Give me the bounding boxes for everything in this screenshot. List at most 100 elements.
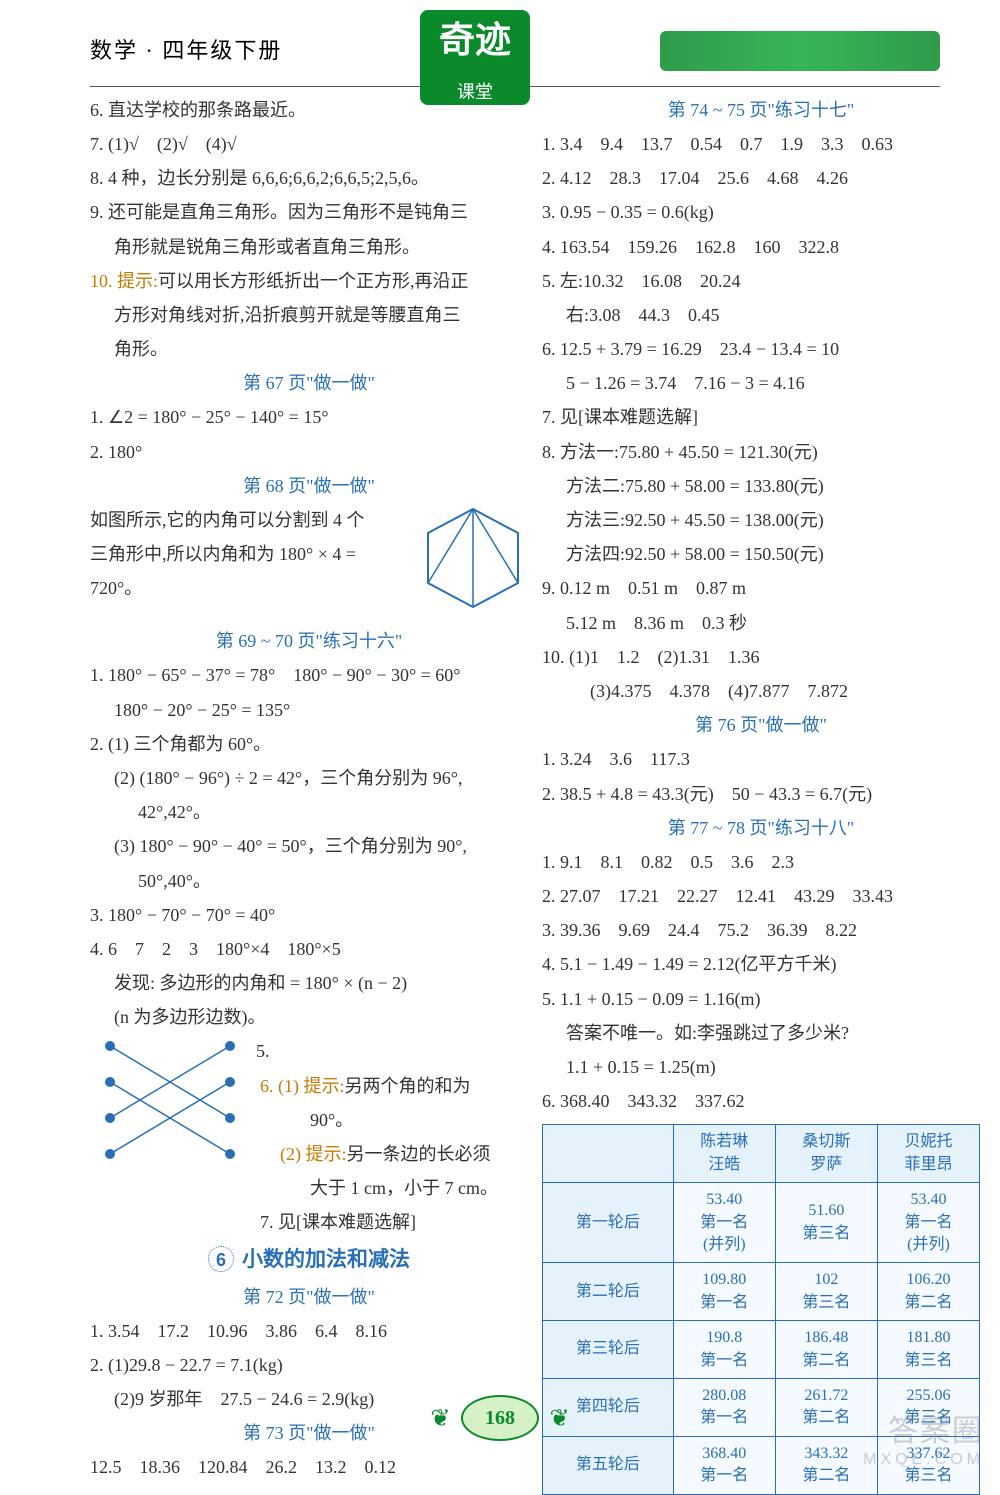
row-header-cell: 第五轮后 bbox=[543, 1436, 674, 1494]
table-row: 第一轮后53.40第一名(并列)51.60第三名53.40第一名(并列) bbox=[543, 1183, 980, 1263]
table-cell: 51.60第三名 bbox=[775, 1183, 877, 1263]
table-cell: 368.40第一名 bbox=[673, 1436, 775, 1494]
line: 7. 见[课本难题选解] bbox=[542, 400, 980, 434]
logo-badge: 奇迹 课堂 bbox=[420, 10, 530, 105]
line: 8. 方法一:75.80 + 45.50 = 121.30(元) bbox=[542, 435, 980, 469]
flourish-icon: ❦ bbox=[550, 1406, 570, 1432]
line: 2. (1) 三个角都为 60°。 bbox=[90, 727, 528, 761]
text: 另一条边的长必须 bbox=[347, 1144, 491, 1164]
line: 7. 见[课本难题选解] bbox=[260, 1205, 528, 1239]
table-cell: 186.48第二名 bbox=[775, 1321, 877, 1379]
matching-figure bbox=[90, 1034, 250, 1195]
line: 1.1 + 0.15 = 1.25(m) bbox=[542, 1050, 980, 1084]
line: 10. (1)1 1.2 (2)1.31 1.36 bbox=[542, 640, 980, 674]
table-header-cell bbox=[543, 1125, 674, 1183]
line: 2. (1)29.8 − 22.7 = 7.1(kg) bbox=[90, 1348, 528, 1382]
table-row: 第三轮后190.8第一名186.48第二名181.80第三名 bbox=[543, 1321, 980, 1379]
table-cell: 190.8第一名 bbox=[673, 1321, 775, 1379]
table-cell: 53.40第一名(并列) bbox=[673, 1183, 775, 1263]
line: (2) 提示:另一条边的长必须 bbox=[280, 1137, 528, 1171]
table-cell: 102第三名 bbox=[775, 1263, 877, 1321]
line: 4. 5.1 − 1.49 − 1.49 = 2.12(亿平方千米) bbox=[542, 947, 980, 981]
book-title: 数学 · 四年级下册 bbox=[90, 30, 282, 72]
section-heading: 第 67 页"做一做" bbox=[90, 366, 528, 400]
line: (n 为多边形边数)。 bbox=[90, 1000, 528, 1034]
line: 50°,40°。 bbox=[90, 864, 528, 898]
section-heading: 第 68 页"做一做" bbox=[90, 469, 528, 503]
chapter-text: 小数的加法和减法 bbox=[242, 1248, 410, 1271]
watermark: 答案圈 MXQE.COM bbox=[863, 1414, 984, 1469]
table-cell: 106.20第二名 bbox=[877, 1263, 979, 1321]
line: 5. 左:10.32 16.08 20.24 bbox=[542, 264, 980, 298]
line: (3) 180° − 90° − 40° = 50°，三个角分别为 90°, bbox=[90, 829, 528, 863]
text: 可以用长方形纸折出一个正方形,再沿正 bbox=[158, 271, 469, 291]
table-header-cell: 桑切斯罗萨 bbox=[775, 1125, 877, 1183]
row-header-cell: 第三轮后 bbox=[543, 1321, 674, 1379]
logo-sub: 课堂 bbox=[457, 75, 493, 109]
line: 2. 38.5 + 4.8 = 43.3(元) 50 − 43.3 = 6.7(… bbox=[542, 777, 980, 811]
line: 2. 4.12 28.3 17.04 25.6 4.68 4.26 bbox=[542, 161, 980, 195]
line: 42°,42°。 bbox=[90, 795, 528, 829]
section-heading: 第 72 页"做一做" bbox=[90, 1280, 528, 1314]
line: 答案不唯一。如:李强跳过了多少米? bbox=[542, 1016, 980, 1050]
text: 另两个角的和为 bbox=[345, 1076, 471, 1096]
header-ornament bbox=[660, 31, 940, 71]
line: 5.12 m 8.36 m 0.3 秒 bbox=[542, 606, 980, 640]
table-header-cell: 陈若琳汪皓 bbox=[673, 1125, 775, 1183]
line: 5. bbox=[256, 1041, 270, 1061]
hexagon-svg bbox=[418, 503, 528, 613]
watermark-main: 答案圈 bbox=[888, 1415, 984, 1448]
section-heading: 第 77 ~ 78 页"练习十八" bbox=[542, 811, 980, 845]
section-heading: 第 76 页"做一做" bbox=[542, 708, 980, 742]
line: 2. 180° bbox=[90, 435, 528, 469]
line: 12.5 18.36 120.84 26.2 13.2 0.12 bbox=[90, 1450, 528, 1484]
line: 方法四:92.50 + 58.00 = 150.50(元) bbox=[542, 537, 980, 571]
line: 4. 163.54 159.26 162.8 160 322.8 bbox=[542, 230, 980, 264]
matching-svg bbox=[90, 1034, 250, 1184]
line: 6. 12.5 + 3.79 = 16.29 23.4 − 13.4 = 10 bbox=[542, 332, 980, 366]
line: 方形对角线对折,沿折痕剪开就是等腰直角三 bbox=[90, 298, 528, 332]
section-heading: 第 74 ~ 75 页"练习十七" bbox=[542, 93, 980, 127]
line: 180° − 20° − 25° = 135° bbox=[90, 693, 528, 727]
line: 角形。 bbox=[90, 332, 528, 366]
table-cell: 109.80第一名 bbox=[673, 1263, 775, 1321]
line: 1. 3.24 3.6 117.3 bbox=[542, 742, 980, 776]
table-header-row: 陈若琳汪皓桑切斯罗萨贝妮托菲里昂 bbox=[543, 1125, 980, 1183]
line: 右:3.08 44.3 0.45 bbox=[542, 298, 980, 332]
line: 4. 6 7 2 3 180°×4 180°×5 bbox=[90, 932, 528, 966]
line: 5 − 1.26 = 3.74 7.16 − 3 = 4.16 bbox=[542, 366, 980, 400]
right-column: 第 74 ~ 75 页"练习十七" 1. 3.4 9.4 13.7 0.54 0… bbox=[542, 93, 980, 1495]
page-number: 168 bbox=[461, 1395, 539, 1441]
line: 方法三:92.50 + 45.50 = 138.00(元) bbox=[542, 503, 980, 537]
page-footer: ❦ 168 ❦ bbox=[0, 1395, 1000, 1443]
line: 1. 3.54 17.2 10.96 3.86 6.4 8.16 bbox=[90, 1314, 528, 1348]
line: 10. 提示:可以用长方形纸折出一个正方形,再沿正 bbox=[90, 264, 528, 298]
line: 6. (1) 提示:另两个角的和为 bbox=[260, 1069, 528, 1103]
table-cell: 343.32第二名 bbox=[775, 1436, 877, 1494]
hint-label: 10. 提示: bbox=[90, 271, 158, 291]
line: 1. 3.4 9.4 13.7 0.54 0.7 1.9 3.3 0.63 bbox=[542, 127, 980, 161]
line: 角形就是锐角三角形或者直角三角形。 bbox=[90, 230, 528, 264]
line: (2) (180° − 96°) ÷ 2 = 42°，三个角分别为 96°, bbox=[90, 761, 528, 795]
line: 1. 180° − 65° − 37° = 78° 180° − 90° − 3… bbox=[90, 658, 528, 692]
hint-label: 6. (1) 提示: bbox=[260, 1076, 345, 1096]
table-cell: 53.40第一名(并列) bbox=[877, 1183, 979, 1263]
line: 5. 1.1 + 0.15 − 0.09 = 1.16(m) bbox=[542, 982, 980, 1016]
chapter-number: 6 bbox=[208, 1246, 234, 1272]
table-header-cell: 贝妮托菲里昂 bbox=[877, 1125, 979, 1183]
left-column: 6. 直达学校的那条路最近。 7. (1)√ (2)√ (4)√ 8. 4 种，… bbox=[90, 93, 528, 1495]
line: 发现: 多边形的内角和 = 180° × (n − 2) bbox=[90, 966, 528, 1000]
hint-label: (2) 提示: bbox=[280, 1144, 347, 1164]
row-header-cell: 第一轮后 bbox=[543, 1183, 674, 1263]
line: 3. 39.36 9.69 24.4 75.2 36.39 8.22 bbox=[542, 913, 980, 947]
row-header-cell: 第二轮后 bbox=[543, 1263, 674, 1321]
line: 3. 0.95 − 0.35 = 0.6(kg) bbox=[542, 195, 980, 229]
line: 9. 还可能是直角三角形。因为三角形不是钝角三 bbox=[90, 195, 528, 229]
hexagon-figure bbox=[418, 503, 528, 624]
line: 大于 1 cm，小于 7 cm。 bbox=[310, 1171, 528, 1205]
section-heading: 第 69 ~ 70 页"练习十六" bbox=[90, 624, 528, 658]
page-header: 数学 · 四年级下册 奇迹 课堂 bbox=[0, 0, 1000, 82]
table-cell: 181.80第三名 bbox=[877, 1321, 979, 1379]
line: 3. 180° − 70° − 70° = 40° bbox=[90, 898, 528, 932]
line: 8. 4 种，边长分别是 6,6,6;6,6,2;6,6,5;2,5,6。 bbox=[90, 161, 528, 195]
